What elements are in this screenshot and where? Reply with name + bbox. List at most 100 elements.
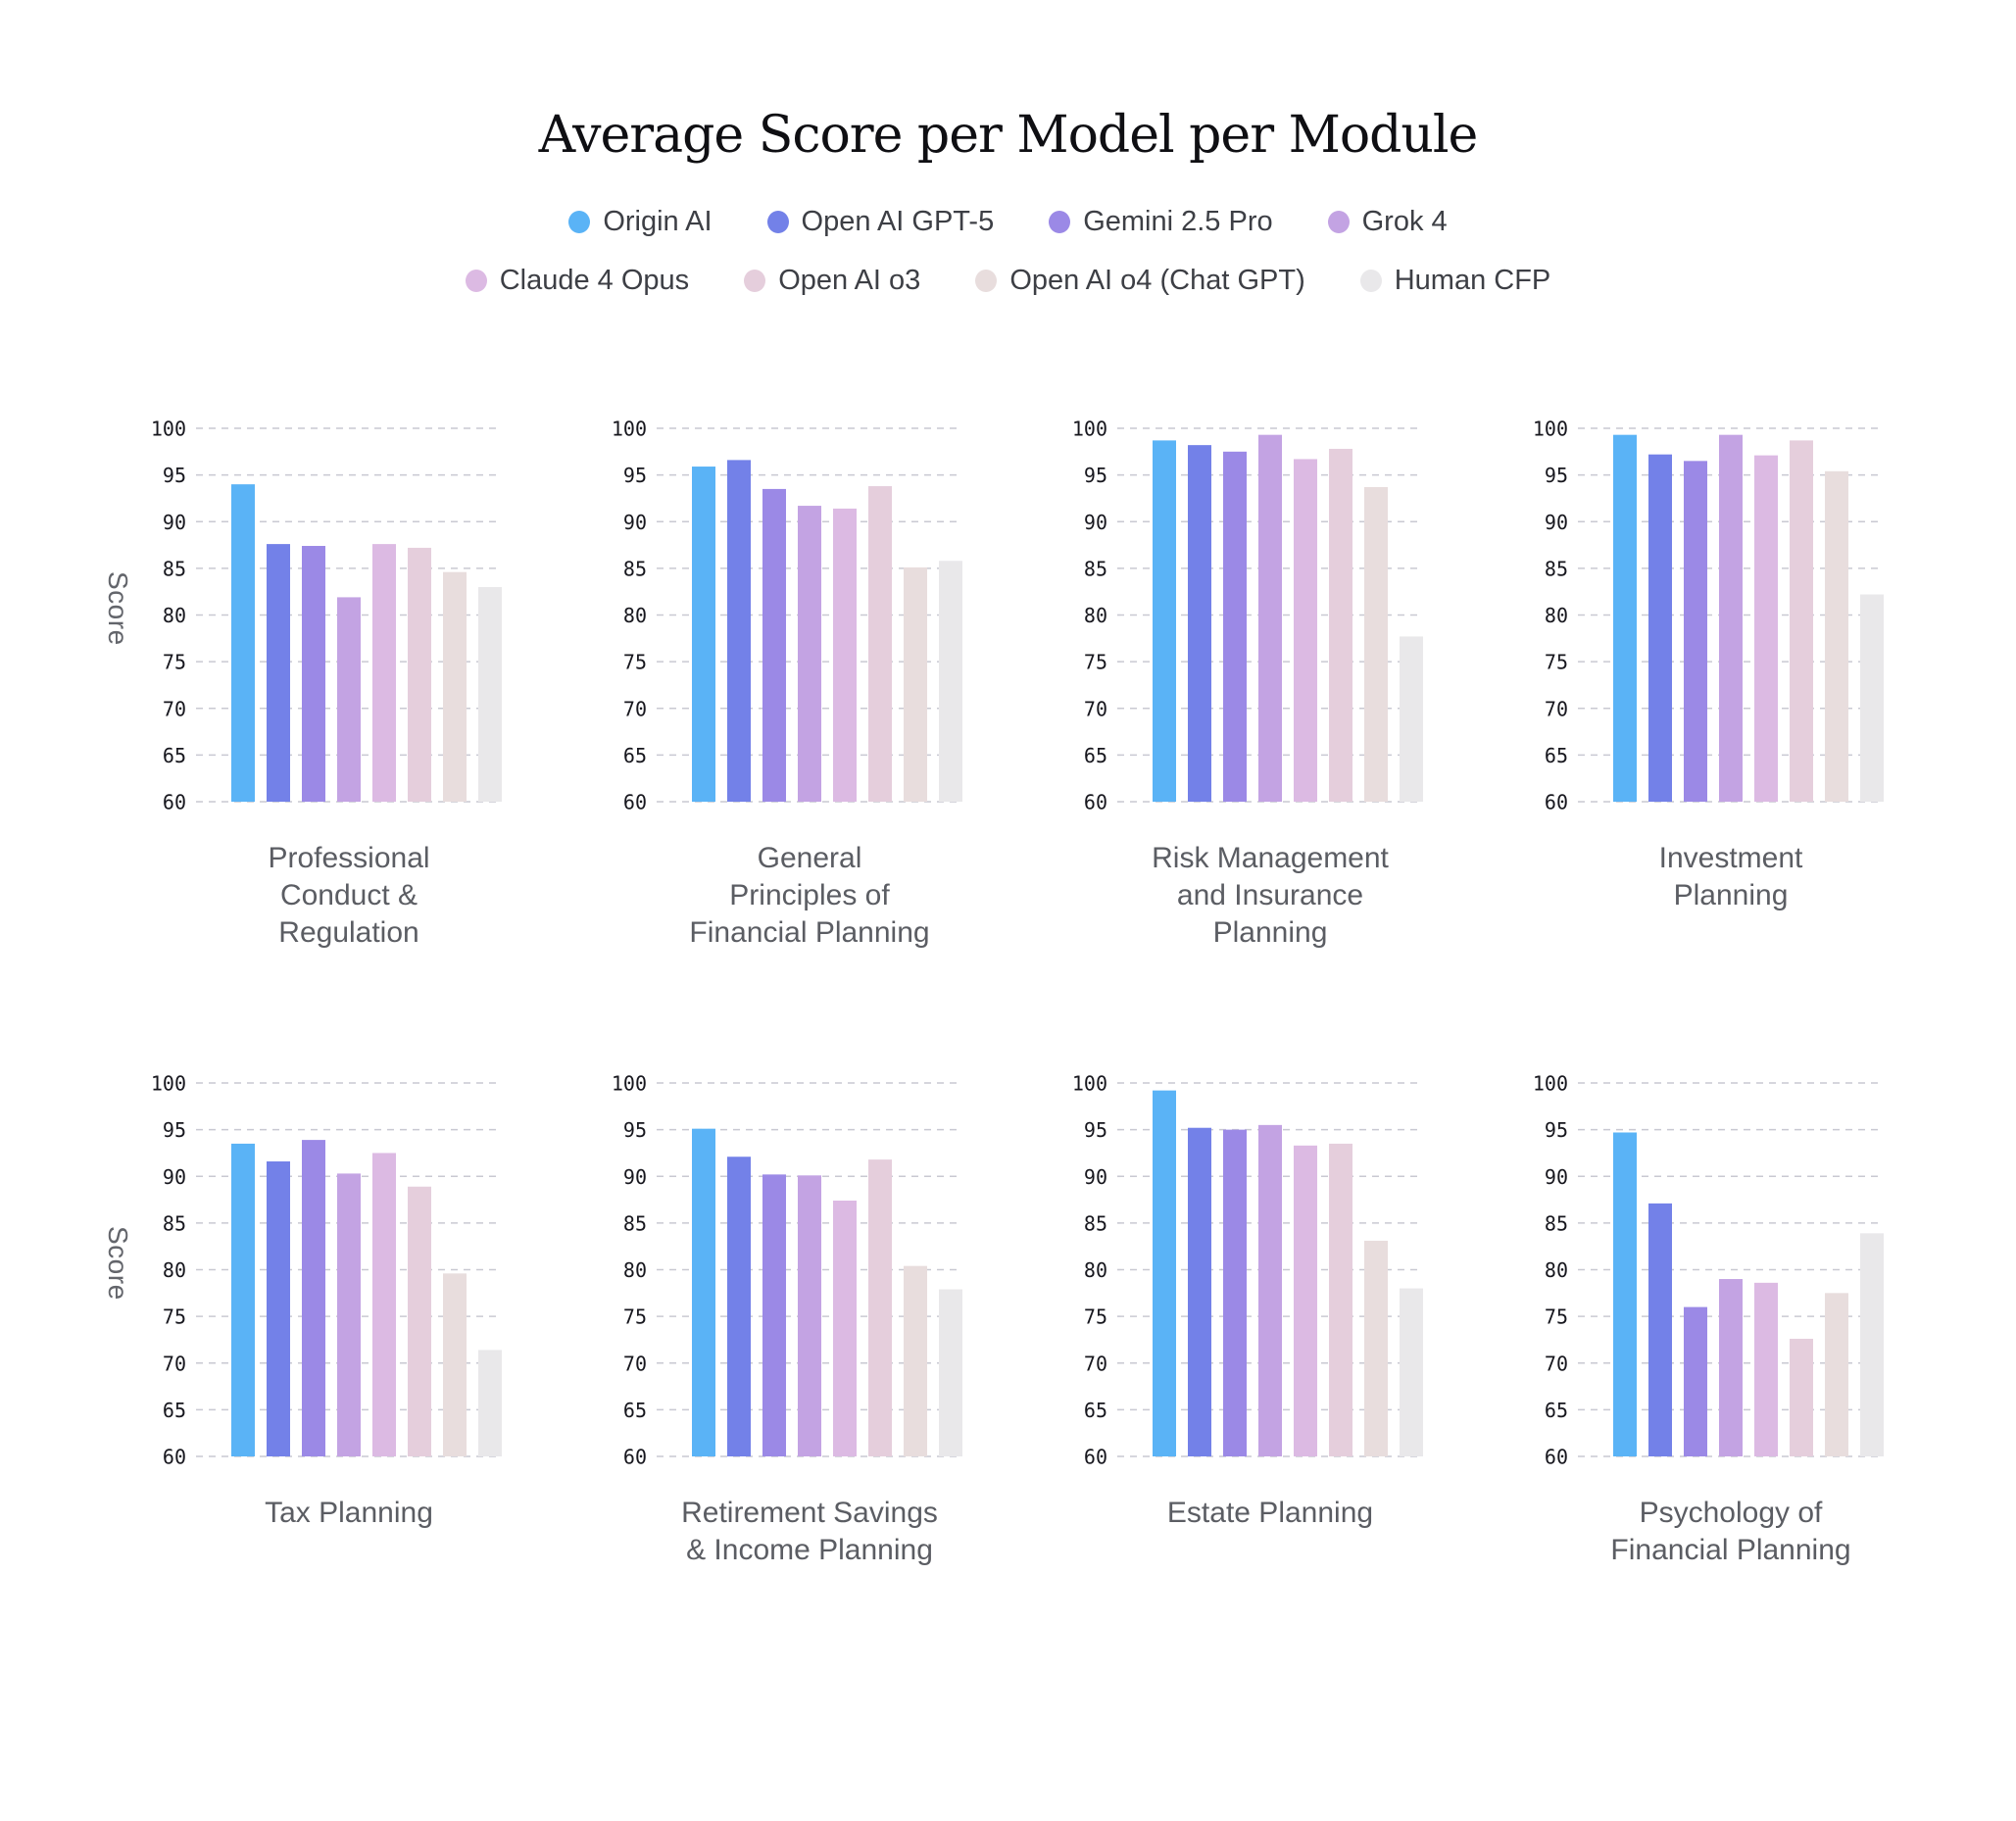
module-title-line: Regulation — [278, 916, 418, 949]
bar-open-ai-gpt-5 — [1648, 1203, 1672, 1456]
y-tick-70: 70 — [623, 1352, 647, 1375]
y-tick-65: 65 — [1545, 1399, 1568, 1422]
y-tick-90: 90 — [1084, 1165, 1107, 1189]
legend: Origin AI Open AI GPT-5 Gemini 2.5 Pro Grok… — [0, 206, 2016, 297]
bar-open-ai-o4-chat-gpt — [904, 1265, 927, 1456]
y-tick-65: 65 — [163, 1399, 186, 1422]
y-tick-75: 75 — [623, 1305, 647, 1329]
bar-gemini-2-5-pro — [1223, 451, 1247, 802]
y-tick-60: 60 — [163, 1446, 186, 1469]
y-tick-90: 90 — [623, 511, 647, 534]
legend-label: Human CFP — [1394, 265, 1551, 296]
y-tick-90: 90 — [1545, 1165, 1568, 1189]
bar-gemini-2-5-pro — [762, 488, 786, 802]
bar-claude-4-opus — [1294, 459, 1317, 802]
legend-label: Open AI o3 — [778, 265, 921, 296]
y-tick-90: 90 — [163, 511, 186, 534]
module-title-line: Investment — [1659, 842, 1803, 874]
module-title-line: Financial Planning — [1610, 1534, 1850, 1566]
y-tick-65: 65 — [1084, 744, 1107, 767]
bar-open-ai-o3 — [408, 547, 431, 802]
y-tick-100: 100 — [612, 418, 647, 441]
y-tick-85: 85 — [1084, 557, 1107, 580]
bar-human-cfp — [478, 1350, 502, 1456]
bar-grok-4 — [798, 1175, 821, 1456]
y-tick-95: 95 — [1545, 1118, 1568, 1142]
y-tick-85: 85 — [1084, 1211, 1107, 1235]
bar-open-ai-o3 — [1329, 448, 1352, 802]
legend-item-open-ai-gpt-5: Open AI GPT-5 — [766, 206, 994, 238]
bar-human-cfp — [1860, 1233, 1884, 1456]
y-tick-65: 65 — [163, 744, 186, 767]
y-axis-label-row1: Score — [103, 571, 133, 646]
y-tick-80: 80 — [1084, 604, 1107, 627]
module-title-line: and Insurance — [1177, 879, 1363, 911]
bar-open-ai-gpt-5 — [1188, 445, 1211, 802]
bar-open-ai-o4-chat-gpt — [1364, 1240, 1388, 1456]
y-tick-100: 100 — [1533, 418, 1568, 441]
legend-row-2: Claude 4 Opus Open AI o3 Open AI o4 (Chat … — [465, 265, 1551, 297]
bar-origin-ai — [1153, 1090, 1176, 1456]
y-tick-70: 70 — [163, 1352, 186, 1375]
y-axis-label-row2: Score — [103, 1226, 133, 1301]
legend-label: Gemini 2.5 Pro — [1083, 206, 1273, 237]
y-tick-60: 60 — [1545, 791, 1568, 814]
y-tick-90: 90 — [623, 1165, 647, 1189]
legend-item-open-ai-o4-chat-gpt: Open AI o4 (Chat GPT) — [975, 265, 1305, 297]
y-tick-95: 95 — [623, 1118, 647, 1142]
module-chart-risk-management-and-insurance-planning: 60 65 70 75 80 85 90 95 100 Risk Management and In… — [1072, 418, 1423, 949]
bar-open-ai-o4-chat-gpt — [1825, 470, 1848, 802]
module-title-line: Planning — [1674, 879, 1789, 911]
y-tick-100: 100 — [612, 1072, 647, 1096]
bar-open-ai-o3 — [1790, 440, 1813, 802]
y-tick-60: 60 — [1084, 1446, 1107, 1469]
y-tick-75: 75 — [1084, 651, 1107, 674]
bar-origin-ai — [1613, 434, 1637, 802]
bar-open-ai-gpt-5 — [727, 1157, 751, 1456]
bar-open-ai-gpt-5 — [267, 544, 290, 802]
bar-gemini-2-5-pro — [762, 1174, 786, 1456]
bar-open-ai-gpt-5 — [727, 460, 751, 802]
legend-item-open-ai-o3: Open AI o3 — [744, 265, 920, 297]
bar-human-cfp — [1860, 594, 1884, 802]
y-tick-65: 65 — [623, 744, 647, 767]
bar-open-ai-gpt-5 — [1648, 454, 1672, 802]
bar-gemini-2-5-pro — [1684, 1306, 1707, 1456]
module-chart-professional-conduct-regulation: 60 65 70 75 80 85 90 95 100 Professional Conduct &… — [151, 418, 502, 949]
y-tick-75: 75 — [163, 651, 186, 674]
module-chart-general-principles-of-financial-planning: 60 65 70 75 80 85 90 95 100 General Principles of F… — [612, 418, 962, 949]
y-tick-85: 85 — [163, 1211, 186, 1235]
y-tick-70: 70 — [1545, 1352, 1568, 1375]
module-title-line: Retirement Savings — [681, 1497, 938, 1529]
bar-open-ai-o3 — [408, 1186, 431, 1456]
bar-origin-ai — [692, 1128, 715, 1456]
bar-origin-ai — [692, 467, 715, 802]
bar-grok-4 — [337, 597, 361, 802]
bar-origin-ai — [231, 1143, 255, 1456]
y-tick-60: 60 — [623, 791, 647, 814]
module-title-line: & Income Planning — [686, 1534, 933, 1566]
module-title-line: Financial Planning — [689, 916, 929, 949]
legend-item-human-cfp: Human CFP — [1359, 265, 1551, 297]
bar-open-ai-gpt-5 — [1188, 1127, 1211, 1456]
bar-open-ai-o4-chat-gpt — [443, 1273, 467, 1456]
module-title-line: Professional — [268, 842, 429, 874]
bar-origin-ai — [1153, 440, 1176, 802]
y-tick-95: 95 — [1084, 464, 1107, 487]
legend-swatch-grok-4 — [1327, 211, 1350, 233]
bar-open-ai-gpt-5 — [267, 1161, 290, 1456]
bar-origin-ai — [1613, 1132, 1637, 1456]
bar-open-ai-o3 — [868, 1159, 892, 1456]
bar-human-cfp — [1400, 636, 1423, 802]
y-tick-65: 65 — [1545, 744, 1568, 767]
module-title-line: Risk Management — [1152, 842, 1389, 874]
module-title-line: Estate Planning — [1167, 1497, 1373, 1529]
y-tick-75: 75 — [1084, 1305, 1107, 1329]
legend-item-origin-ai: Origin AI — [568, 206, 713, 238]
y-tick-95: 95 — [1545, 464, 1568, 487]
module-title-line: Planning — [1213, 916, 1328, 949]
module-title-line: General — [758, 842, 862, 874]
bar-human-cfp — [1400, 1288, 1423, 1456]
module-chart-psychology-of-financial-planning: 60 65 70 75 80 85 90 95 100 Psychology of Financia… — [1533, 1072, 1884, 1566]
